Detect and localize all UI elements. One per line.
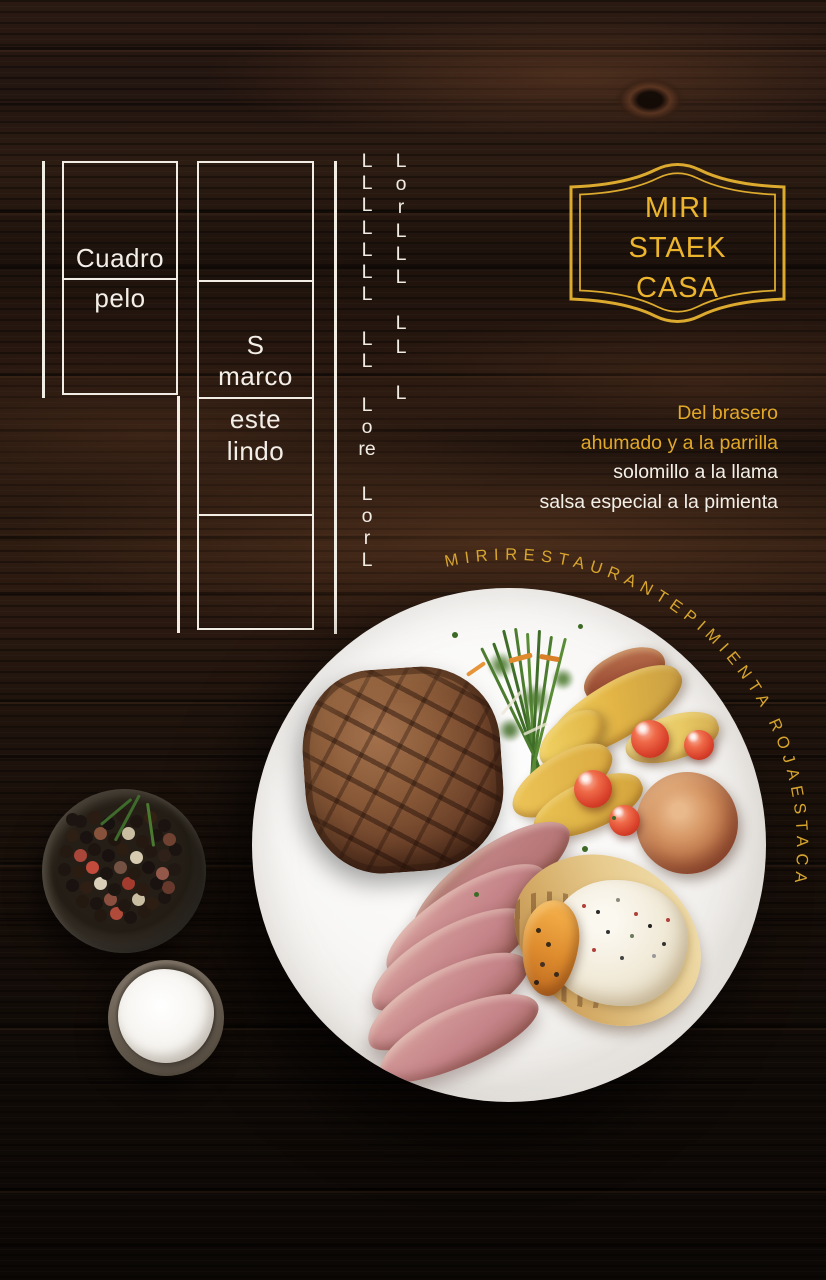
- letter: L: [361, 349, 373, 372]
- letter: L: [361, 394, 373, 417]
- pepper-char-marks: [536, 928, 541, 933]
- cuadro-label: Cuadro: [75, 243, 165, 274]
- letter: L: [395, 219, 407, 242]
- letter: L: [361, 327, 373, 350]
- herb-fleck: [612, 816, 616, 820]
- frame-cell-cuadro: Cuadro: [64, 163, 176, 280]
- herb-fleck: [452, 632, 458, 638]
- carrot-shred: [539, 653, 560, 663]
- peppercorn-bowl: [42, 789, 206, 953]
- frame-marco-lindo: S marco este lindo: [197, 161, 314, 630]
- letter: L: [395, 265, 407, 288]
- herb-fleck: [582, 846, 588, 852]
- badge-line-2: STAEK: [629, 232, 727, 264]
- s-marco-label: S marco: [218, 329, 293, 392]
- badge-inner-border: [579, 172, 776, 313]
- badge-line-3: CASA: [636, 272, 719, 304]
- menu-line-solomillo: solomillo a la llama: [613, 461, 778, 483]
- letter: r: [397, 196, 405, 219]
- letter: L: [361, 150, 373, 172]
- letter: L: [361, 549, 373, 572]
- cherry-tomato: [684, 730, 714, 760]
- badge-line-1: MIRI: [645, 192, 710, 224]
- letter: L: [361, 482, 373, 505]
- letter: L: [361, 283, 373, 306]
- letter: L: [395, 312, 407, 335]
- dill-sprig: [520, 684, 550, 714]
- letter: o: [395, 173, 407, 196]
- grilled-steak: [297, 661, 509, 879]
- cherry-tomato: [609, 805, 640, 836]
- letter: r: [363, 527, 371, 550]
- badge-outer-border: [569, 163, 786, 323]
- menu-line-ahumado: ahumado y a la parrilla: [580, 431, 778, 454]
- letter: L: [395, 335, 407, 358]
- herb-fleck: [578, 624, 583, 629]
- letter: L: [395, 150, 407, 172]
- pepper-flakes: [582, 904, 586, 908]
- letter: L: [395, 242, 407, 265]
- dill-sprig: [498, 718, 522, 742]
- herb-fleck: [474, 892, 479, 897]
- letter: o: [361, 505, 373, 527]
- menu-line-salsa: salsa especial a la pimienta: [539, 490, 778, 513]
- cherry-tomato: [574, 770, 612, 808]
- frame-cell-pelo: pelo: [64, 280, 176, 393]
- frame-cuadro-pelo: Cuadro pelo: [62, 161, 178, 395]
- menu-description-block: Del brasero ahumado y a la parrilla solo…: [540, 399, 778, 517]
- este-lindo-label: este lindo: [226, 404, 285, 466]
- dill-sprig: [488, 652, 514, 678]
- letter: L: [361, 238, 373, 261]
- rosemary-sprig: [146, 802, 156, 847]
- vertical-letter-column-2: L o r L L L L L L: [389, 150, 413, 405]
- menu-line-del-brasero: Del brasero: [677, 402, 778, 424]
- letter: L: [361, 260, 373, 283]
- roasted-potato-round: [636, 772, 738, 874]
- restaurant-badge: MIRI STAEK CASA: [569, 163, 786, 323]
- pelo-label: pelo: [94, 283, 146, 313]
- dill-sprig: [552, 668, 574, 690]
- sea-salt: [118, 969, 214, 1063]
- salt-bowl: [108, 960, 224, 1076]
- frame-cell-s-marco: S marco: [199, 280, 312, 397]
- frame-cell-este-lindo: este lindo: [199, 397, 312, 514]
- vertical-letter-column-1: L L L L L L L L L L o re L o r L: [355, 150, 379, 572]
- peppercorns: [66, 813, 79, 826]
- frame-cell-empty-bottom: [199, 514, 312, 628]
- frame-cell-empty-top: [199, 163, 312, 280]
- letter: L: [361, 216, 373, 239]
- carrot-shred: [465, 661, 487, 677]
- left-vertical-line: [42, 161, 45, 398]
- cherry-tomato: [631, 720, 669, 758]
- letter: L: [361, 194, 373, 217]
- frame-extension-line: [177, 396, 180, 633]
- right-vertical-line: [334, 161, 337, 634]
- dinner-plate: [252, 588, 766, 1102]
- letter: L: [395, 381, 407, 404]
- letter: re: [358, 438, 376, 461]
- letter: L: [361, 172, 373, 195]
- letter: o: [361, 416, 373, 439]
